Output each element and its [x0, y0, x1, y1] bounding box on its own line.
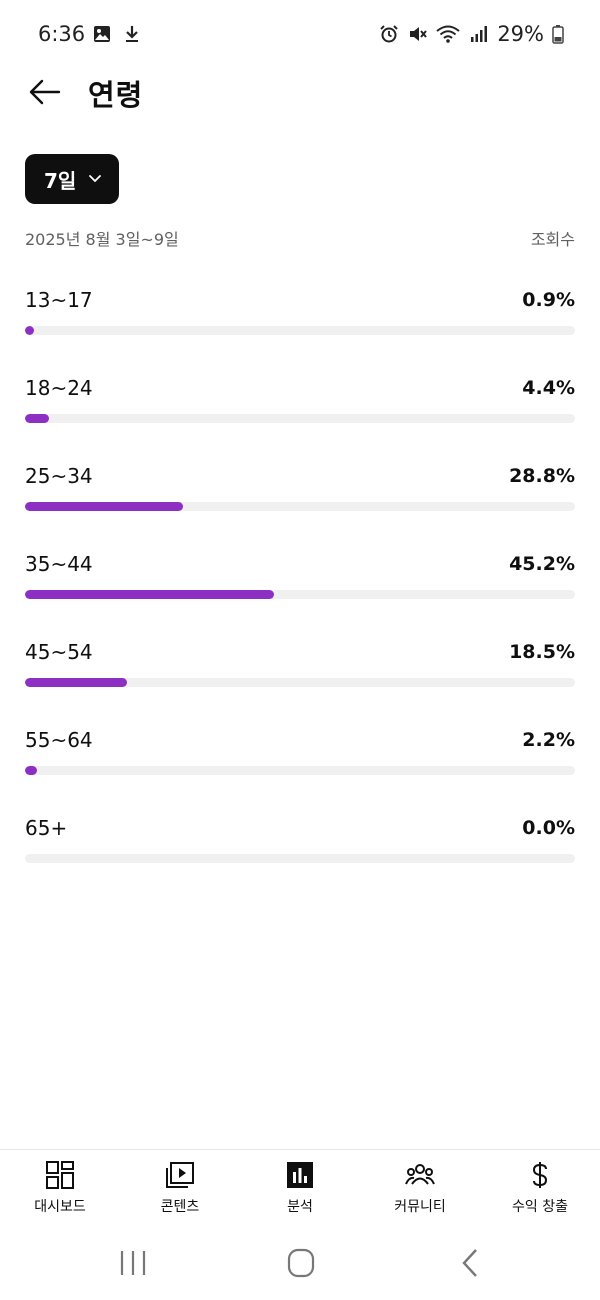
- age-group-label: 45~54: [25, 640, 93, 664]
- nav-content[interactable]: 콘텐츠: [120, 1150, 240, 1227]
- age-group-label: 18~24: [25, 376, 93, 400]
- wifi-icon: [436, 25, 460, 43]
- mute-icon: [410, 27, 428, 41]
- age-group-percent: 2.2%: [522, 729, 575, 751]
- bar-track: [25, 854, 575, 863]
- page-title: 연령: [88, 78, 144, 112]
- age-group-percent: 18.5%: [509, 641, 575, 663]
- header: 연령: [0, 70, 600, 115]
- age-row: 13~17 0.9%: [25, 284, 575, 372]
- bottom-nav: 대시보드 콘텐츠 분석 커뮤니티 수익 창출: [0, 1149, 600, 1227]
- nav-label: 대시보드: [34, 1199, 86, 1215]
- download-icon: [126, 26, 138, 42]
- content-icon: [166, 1162, 194, 1188]
- age-label-row: 55~64 2.2%: [25, 724, 575, 756]
- chevron-down-icon: [89, 175, 102, 183]
- dashboard-icon: [46, 1161, 74, 1189]
- bar-fill: [25, 326, 34, 335]
- status-bar: 6:36 29%: [0, 0, 600, 70]
- recent-apps-icon[interactable]: [113, 1245, 153, 1281]
- age-label-row: 45~54 18.5%: [25, 636, 575, 668]
- age-label-row: 25~34 28.8%: [25, 460, 575, 492]
- nav-label: 수익 창출: [512, 1199, 568, 1215]
- system-back-icon[interactable]: [450, 1245, 490, 1281]
- alarm-icon: [380, 25, 399, 43]
- age-label-row: 35~44 45.2%: [25, 548, 575, 580]
- bar-track: [25, 766, 575, 775]
- bar-fill: [25, 678, 127, 687]
- nav-analytics[interactable]: 분석: [240, 1150, 360, 1227]
- age-row: 45~54 18.5%: [25, 636, 575, 724]
- status-right-icons: 29%: [379, 22, 564, 46]
- age-label-row: 65+ 0.0%: [25, 812, 575, 844]
- age-group-label: 55~64: [25, 728, 93, 752]
- monetization-icon: [532, 1162, 548, 1188]
- bar-track: [25, 326, 575, 335]
- age-row: 35~44 45.2%: [25, 548, 575, 636]
- battery-percent: 29%: [497, 22, 544, 46]
- age-group-percent: 45.2%: [509, 553, 575, 575]
- home-icon[interactable]: [281, 1245, 321, 1281]
- nav-monetization[interactable]: 수익 창출: [480, 1150, 600, 1227]
- age-group-percent: 0.9%: [522, 289, 575, 311]
- bar-fill: [25, 414, 50, 423]
- period-label: 7일: [44, 168, 77, 193]
- system-nav: [0, 1227, 600, 1300]
- community-icon: [405, 1164, 435, 1185]
- age-group-percent: 0.0%: [522, 817, 575, 839]
- status-left-icons: [92, 24, 142, 44]
- bar-track: [25, 678, 575, 687]
- nav-label: 커뮤니티: [394, 1199, 446, 1215]
- age-row: 18~24 4.4%: [25, 372, 575, 460]
- image-icon: [94, 26, 110, 42]
- age-label-row: 13~17 0.9%: [25, 284, 575, 316]
- battery-icon: [552, 25, 564, 44]
- analytics-icon: [287, 1162, 313, 1188]
- age-group-label: 65+: [25, 816, 68, 840]
- status-time: 6:36: [38, 22, 86, 46]
- bar-fill: [25, 590, 274, 599]
- age-label-row: 18~24 4.4%: [25, 372, 575, 404]
- age-distribution-list: 13~17 0.9% 18~24 4.4% 25~34 28.8% 35~44 …: [25, 284, 575, 900]
- range-row: 2025년 8월 3일~9일 조회수: [25, 226, 575, 250]
- age-row: 25~34 28.8%: [25, 460, 575, 548]
- bar-fill: [25, 766, 38, 775]
- signal-icon: [471, 26, 488, 42]
- back-arrow-icon[interactable]: [26, 74, 62, 110]
- age-group-percent: 4.4%: [522, 377, 575, 399]
- metric-label: 조회수: [530, 230, 575, 249]
- age-row: 55~64 2.2%: [25, 724, 575, 812]
- bar-track: [25, 502, 575, 511]
- period-dropdown[interactable]: 7일: [25, 154, 119, 204]
- age-group-label: 35~44: [25, 552, 93, 576]
- nav-dashboard[interactable]: 대시보드: [0, 1150, 120, 1227]
- age-group-percent: 28.8%: [509, 465, 575, 487]
- date-range: 2025년 8월 3일~9일: [25, 230, 179, 249]
- nav-label: 분석: [287, 1199, 313, 1215]
- nav-label: 콘텐츠: [160, 1199, 200, 1215]
- bar-track: [25, 414, 575, 423]
- bar-fill: [25, 502, 184, 511]
- nav-community[interactable]: 커뮤니티: [360, 1150, 480, 1227]
- age-group-label: 25~34: [25, 464, 93, 488]
- age-row: 65+ 0.0%: [25, 812, 575, 900]
- bar-track: [25, 590, 575, 599]
- age-group-label: 13~17: [25, 288, 93, 312]
